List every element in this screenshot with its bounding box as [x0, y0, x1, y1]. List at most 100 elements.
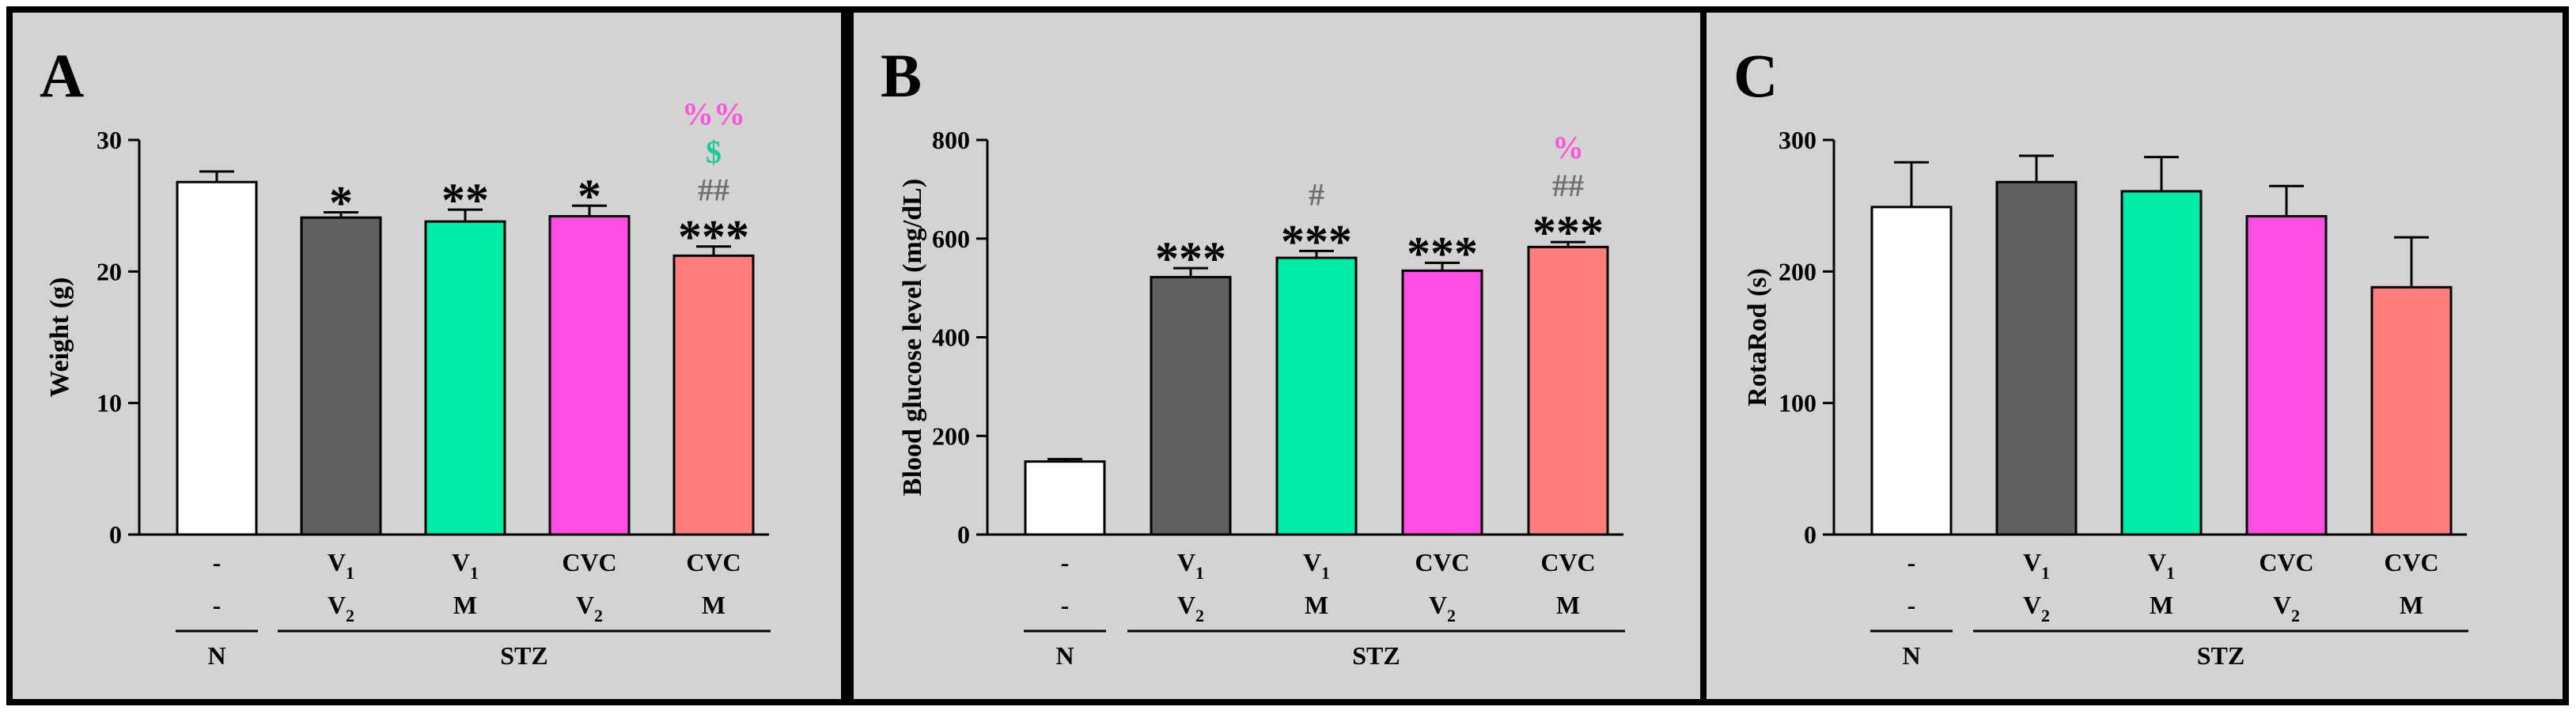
condition-main: V: [452, 548, 470, 576]
condition-main: V: [2023, 591, 2041, 619]
condition-label: M: [702, 591, 725, 619]
condition-main: M: [453, 591, 477, 619]
condition-label: V1: [2148, 548, 2175, 583]
condition-main: CVC: [1540, 548, 1595, 576]
condition-label: -: [1061, 548, 1070, 576]
bar-5: [672, 254, 755, 536]
bar-3: [1275, 256, 1358, 536]
group-label-stz: STZ: [500, 641, 547, 670]
panel-letter: A: [40, 41, 84, 110]
condition-main: V: [328, 548, 346, 576]
condition-main: -: [1061, 548, 1070, 576]
condition-main: V: [2148, 548, 2166, 576]
condition-main: V: [1177, 591, 1195, 619]
condition-subscript: 2: [2041, 606, 2050, 625]
y-tick-label: 20: [97, 257, 122, 285]
condition-main: CVC: [686, 548, 741, 576]
condition-label: M: [2150, 591, 2173, 619]
condition-label: CVC: [1415, 548, 1469, 576]
condition-main: V: [1429, 591, 1447, 619]
bar-4: [2245, 214, 2328, 536]
condition-main: V: [2023, 548, 2041, 576]
significance-mark: %%: [682, 96, 745, 132]
condition-label: M: [2400, 591, 2423, 619]
y-tick-label: 10: [97, 389, 122, 418]
condition-label: V2: [328, 591, 354, 625]
condition-label: V1: [2023, 548, 2050, 583]
condition-label: V2: [576, 591, 603, 625]
condition-subscript: 2: [1195, 606, 1204, 625]
condition-label: M: [1305, 591, 1328, 619]
significance-mark: %: [1552, 130, 1584, 165]
significance-mark: $: [706, 134, 722, 170]
condition-label: CVC: [2259, 548, 2313, 576]
significance-mark: *: [578, 170, 601, 222]
condition-main: CVC: [1415, 548, 1469, 576]
bar-2: [300, 216, 382, 536]
condition-label: V1: [1303, 548, 1330, 583]
condition-main: -: [213, 548, 222, 576]
bar-1: [1024, 460, 1106, 536]
condition-subscript: 2: [2291, 606, 2300, 625]
condition-label: -: [1061, 591, 1070, 619]
condition-subscript: 2: [1447, 606, 1456, 625]
condition-main: V: [2273, 591, 2291, 619]
condition-subscript: 1: [470, 563, 479, 583]
y-tick-label: 200: [1779, 257, 1816, 285]
condition-label: V1: [328, 548, 354, 583]
condition-subscript: 1: [1195, 563, 1204, 583]
bar-4: [1401, 269, 1483, 536]
condition-main: -: [1907, 548, 1916, 576]
significance-mark: ***: [1532, 206, 1604, 259]
condition-main: -: [213, 591, 222, 619]
condition-main: M: [2400, 591, 2423, 619]
y-tick-label: 30: [97, 126, 122, 154]
significance-mark: ***: [1281, 215, 1352, 267]
y-tick-label: 0: [109, 520, 122, 549]
significance-mark: ##: [698, 172, 729, 208]
bar-1: [1870, 206, 1953, 536]
y-tick-label: 0: [957, 520, 970, 549]
condition-label: -: [1907, 548, 1916, 576]
group-label-normal: N: [207, 641, 225, 670]
condition-main: -: [1907, 591, 1916, 619]
group-label-stz: STZ: [1352, 641, 1400, 670]
panel-letter: B: [881, 41, 922, 110]
group-label-stz: STZ: [2197, 641, 2245, 670]
bar-5: [2370, 285, 2453, 536]
y-tick-label: 400: [932, 323, 970, 352]
y-tick-label: 600: [932, 225, 970, 253]
condition-main: CVC: [562, 548, 616, 576]
bar-2: [1150, 275, 1232, 536]
condition-label: CVC: [562, 548, 616, 576]
condition-label: CVC: [1540, 548, 1595, 576]
condition-main: V: [576, 591, 594, 619]
condition-main: V: [328, 591, 346, 619]
condition-label: M: [1556, 591, 1580, 619]
condition-label: -: [213, 591, 222, 619]
condition-subscript: 1: [2041, 563, 2050, 583]
significance-mark: **: [441, 174, 489, 226]
y-tick-label: 300: [1779, 126, 1816, 154]
condition-label: V2: [1177, 591, 1204, 625]
bar-2: [1995, 180, 2078, 536]
significance-mark: ***: [1155, 232, 1226, 285]
significance-mark: ##: [1552, 168, 1584, 203]
condition-main: CVC: [2259, 548, 2313, 576]
condition-main: M: [1305, 591, 1328, 619]
significance-mark: ***: [1407, 227, 1478, 279]
condition-label: -: [1907, 591, 1916, 619]
panel-letter: C: [1733, 41, 1778, 110]
bar-3: [424, 220, 506, 536]
condition-label: M: [453, 591, 477, 619]
y-tick-label: 200: [932, 421, 970, 450]
y-tick-label: 100: [1779, 389, 1816, 418]
bar-3: [2120, 190, 2203, 536]
y-tick-label: 0: [1804, 520, 1816, 549]
condition-label: CVC: [2384, 548, 2438, 576]
bar-1: [176, 180, 258, 536]
condition-label: V1: [1177, 548, 1204, 583]
